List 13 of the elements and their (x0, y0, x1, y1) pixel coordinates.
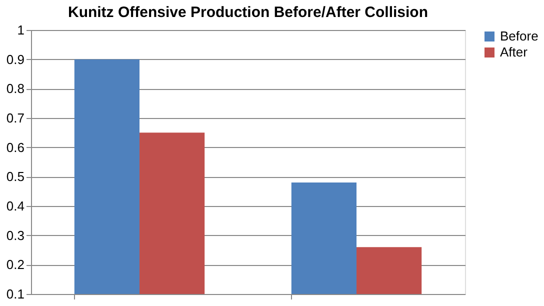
y-tick-label: 0.2 (6, 257, 24, 272)
legend-label: After (500, 44, 528, 60)
y-tick-label: 0.6 (6, 140, 24, 155)
y-tick-label: 0.4 (6, 198, 24, 214)
y-tick-label: 0.1 (6, 286, 24, 302)
y-tick-label: 0.8 (6, 81, 24, 96)
y-tick-label: 0.5 (6, 169, 24, 184)
y-tick-label: 1 (17, 22, 24, 38)
y-tick-label: 0.9 (6, 52, 24, 67)
chart-title: Kunitz Offensive Production Before/After Collision (68, 4, 428, 21)
legend-label: Before (500, 28, 538, 44)
y-tick-label: 0.7 (6, 110, 24, 126)
y-tick-label: 0.3 (6, 228, 24, 243)
